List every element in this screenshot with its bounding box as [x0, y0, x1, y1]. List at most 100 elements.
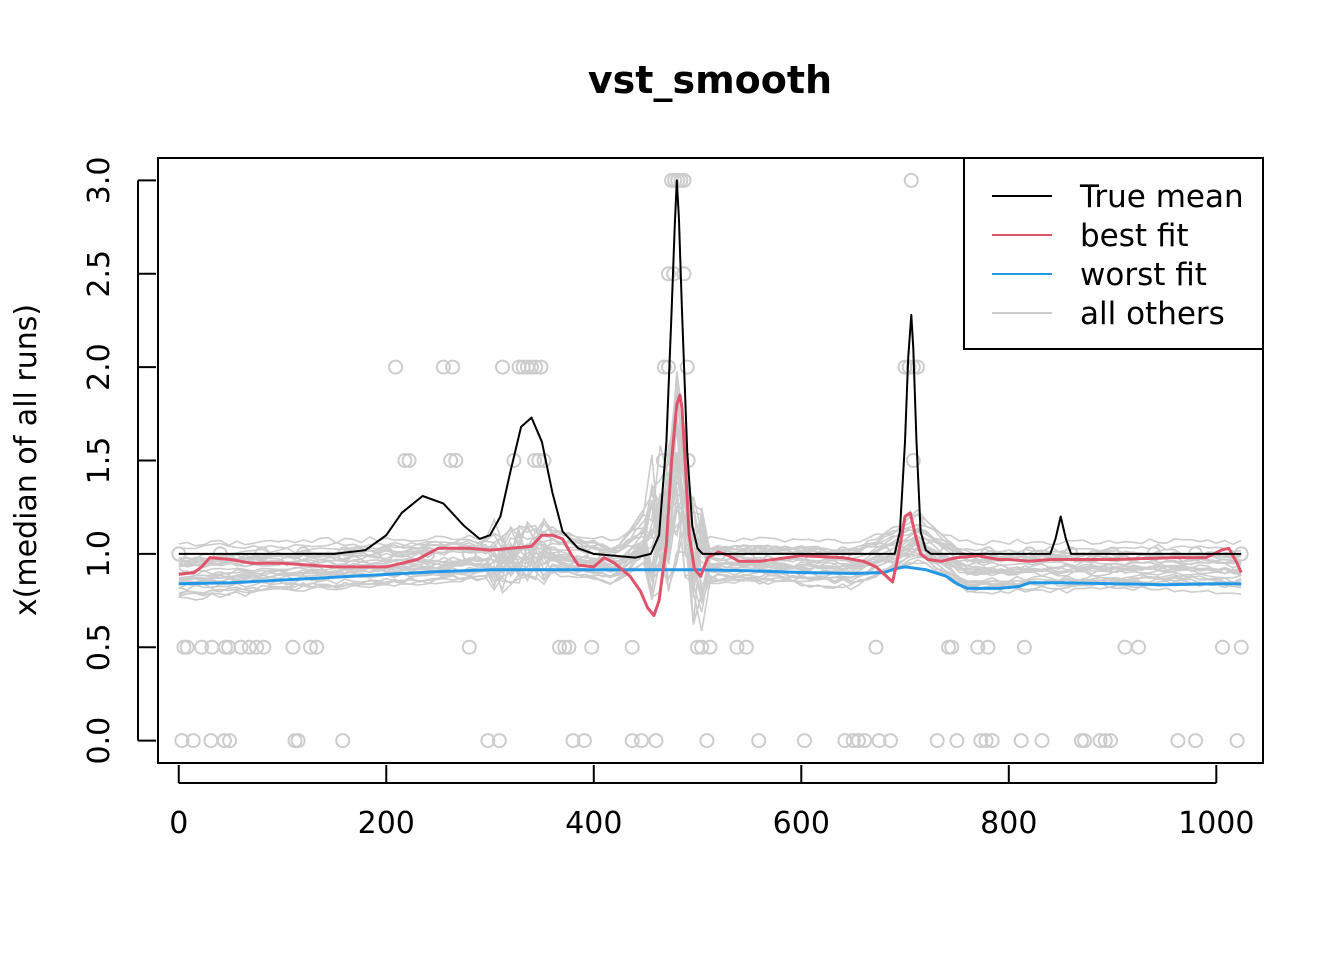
observation-point	[702, 639, 718, 655]
x-tick-label: 1000	[1178, 806, 1254, 841]
observation-point	[624, 639, 640, 655]
plot-clip-group	[171, 172, 1249, 749]
y-tick-label: 1.0	[82, 530, 117, 578]
observation-point	[194, 639, 210, 655]
observation-point	[978, 733, 994, 749]
observation-point	[445, 359, 461, 375]
best-fit-line	[178, 393, 1243, 617]
x-tick-label: 200	[358, 806, 415, 841]
observation-point	[216, 733, 232, 749]
observation-point	[528, 359, 544, 375]
y-tick-label: 0.5	[82, 623, 117, 671]
legend-label: True mean	[1079, 179, 1244, 215]
observation-point	[527, 453, 543, 468]
observation-point	[1117, 639, 1133, 655]
legend-label: best fit	[1080, 218, 1189, 254]
observation-point	[552, 639, 567, 655]
observation-points	[171, 172, 1249, 749]
observation-point	[378, 546, 394, 562]
observation-point	[648, 733, 664, 749]
other-run-line	[178, 488, 1242, 569]
observation-point	[1092, 733, 1108, 749]
observation-point	[1170, 733, 1186, 749]
observation-point	[901, 359, 917, 375]
observation-point	[751, 733, 767, 749]
observation-point	[561, 639, 577, 655]
observation-point	[524, 359, 539, 375]
observation-point	[1215, 639, 1230, 655]
observation-point	[1188, 733, 1204, 749]
observation-point	[533, 359, 549, 375]
other-run-line	[178, 430, 1242, 595]
x-tick-label: 0	[169, 806, 188, 841]
observation-point	[290, 733, 306, 749]
observation-point	[443, 453, 459, 468]
observation-point	[335, 733, 351, 749]
true-mean-line	[178, 179, 1242, 559]
legend-label: all others	[1080, 296, 1225, 332]
legend-box	[963, 157, 1264, 350]
observation-point	[448, 453, 464, 468]
observation-point	[944, 639, 960, 655]
observation-point	[1097, 733, 1113, 749]
x-tick-label: 600	[773, 806, 830, 841]
observation-point	[857, 733, 873, 749]
observation-point	[388, 359, 404, 375]
axes: 0 200 400 600 800 1000 0.0 0.5 1.0 1.5 2.0 2.5 3.0	[82, 157, 1264, 841]
observation-point	[1233, 639, 1249, 655]
other-run-line	[178, 492, 1242, 613]
observation-point	[634, 733, 649, 749]
observation-point	[679, 359, 695, 375]
observation-point	[256, 639, 272, 655]
y-tick-label: 0.0	[82, 717, 117, 765]
observation-point	[655, 453, 671, 468]
observation-point	[241, 639, 257, 655]
observation-point	[397, 453, 413, 468]
observation-point	[1077, 733, 1092, 749]
observation-point	[576, 733, 592, 749]
observation-point	[970, 639, 986, 655]
observation-point	[1103, 733, 1118, 749]
observation-point	[179, 639, 195, 655]
observation-point	[624, 733, 640, 749]
observation-point	[480, 733, 496, 749]
other-run-line	[178, 461, 1242, 589]
y-tick-label: 2.5	[82, 250, 117, 298]
observation-point	[249, 639, 265, 655]
observation-point	[694, 639, 710, 655]
observation-point	[1034, 733, 1050, 749]
observation-point	[565, 733, 581, 749]
observation-point	[185, 733, 201, 749]
y-tick-label: 1.5	[82, 437, 117, 485]
observation-point	[729, 639, 745, 655]
observation-point	[661, 266, 676, 282]
y-axis-label: x(median of all runs)	[9, 304, 44, 616]
all-others-runs	[178, 371, 1242, 632]
observation-point	[557, 639, 573, 655]
observation-point	[845, 733, 861, 749]
observation-point	[980, 639, 996, 655]
observation-point	[905, 453, 921, 468]
other-run-line	[178, 451, 1242, 598]
observation-point	[174, 733, 190, 749]
x-tick-label: 800	[980, 806, 1037, 841]
observation-point	[871, 733, 887, 749]
observation-point	[491, 733, 507, 749]
observation-point	[738, 639, 754, 655]
observation-point	[850, 733, 866, 749]
other-run-line	[178, 389, 1242, 566]
observation-point	[1229, 733, 1245, 749]
observation-point	[233, 639, 249, 655]
plot-area	[171, 172, 1249, 749]
observation-point	[656, 359, 672, 375]
legend-label: worst fit	[1080, 257, 1207, 293]
observation-point	[435, 359, 451, 375]
observation-point	[303, 639, 318, 655]
observation-point	[868, 639, 884, 655]
x-tick-label: 400	[565, 806, 622, 841]
observation-point	[984, 733, 1000, 749]
plot-frame	[157, 157, 1264, 764]
observation-point	[973, 733, 989, 749]
